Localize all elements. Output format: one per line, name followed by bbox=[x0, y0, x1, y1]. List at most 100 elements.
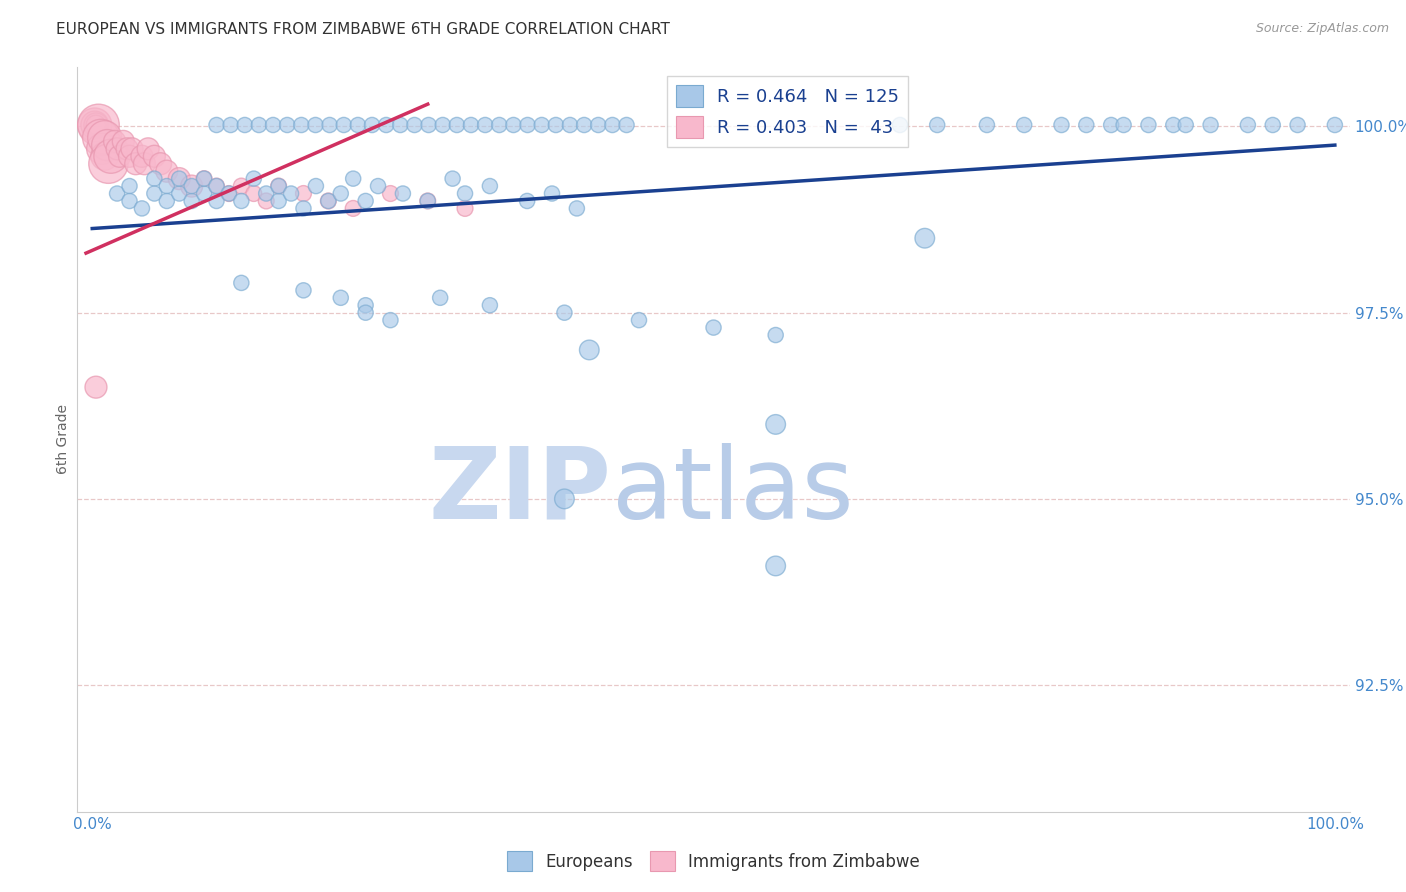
Point bbox=[156, 194, 179, 208]
Point bbox=[318, 118, 340, 132]
Point bbox=[100, 149, 122, 163]
Point bbox=[429, 291, 451, 305]
Point bbox=[218, 186, 240, 201]
Point bbox=[262, 118, 284, 132]
Point bbox=[1112, 118, 1135, 132]
Point bbox=[565, 202, 588, 216]
Point bbox=[105, 142, 128, 156]
Point bbox=[1174, 118, 1197, 132]
Point bbox=[460, 118, 482, 132]
Point bbox=[1237, 118, 1260, 132]
Point bbox=[432, 118, 454, 132]
Point bbox=[1286, 118, 1309, 132]
Point bbox=[454, 202, 477, 216]
Point bbox=[389, 118, 412, 132]
Point bbox=[167, 171, 190, 186]
Point bbox=[143, 186, 166, 201]
Point bbox=[441, 171, 464, 186]
Point bbox=[1050, 118, 1073, 132]
Point bbox=[354, 194, 377, 208]
Point bbox=[318, 194, 340, 208]
Point bbox=[305, 179, 328, 194]
Point bbox=[105, 186, 128, 201]
Point bbox=[156, 179, 179, 194]
Point bbox=[193, 171, 215, 186]
Point bbox=[914, 231, 936, 245]
Point bbox=[1076, 118, 1098, 132]
Text: EUROPEAN VS IMMIGRANTS FROM ZIMBABWE 6TH GRADE CORRELATION CHART: EUROPEAN VS IMMIGRANTS FROM ZIMBABWE 6TH… bbox=[56, 22, 671, 37]
Point bbox=[354, 298, 377, 312]
Point bbox=[765, 328, 787, 343]
Point bbox=[149, 157, 172, 171]
Point bbox=[125, 157, 148, 171]
Point bbox=[1012, 118, 1035, 132]
Point bbox=[118, 179, 141, 194]
Point bbox=[304, 118, 326, 132]
Point bbox=[205, 118, 228, 132]
Point bbox=[143, 149, 166, 163]
Point bbox=[380, 313, 402, 327]
Point bbox=[131, 149, 153, 163]
Point bbox=[292, 284, 315, 298]
Point bbox=[342, 171, 364, 186]
Point bbox=[292, 202, 315, 216]
Point bbox=[84, 118, 107, 132]
Point bbox=[530, 118, 553, 132]
Point bbox=[332, 118, 354, 132]
Point bbox=[616, 118, 638, 132]
Point bbox=[267, 179, 290, 194]
Point bbox=[205, 179, 228, 194]
Point bbox=[83, 118, 105, 132]
Point bbox=[927, 118, 949, 132]
Point bbox=[180, 179, 202, 194]
Point bbox=[267, 194, 290, 208]
Point bbox=[134, 157, 156, 171]
Point bbox=[156, 164, 179, 178]
Y-axis label: 6th Grade: 6th Grade bbox=[56, 404, 70, 475]
Point bbox=[1137, 118, 1160, 132]
Point bbox=[167, 171, 190, 186]
Point bbox=[84, 118, 107, 132]
Point bbox=[488, 118, 510, 132]
Point bbox=[118, 149, 141, 163]
Point bbox=[889, 118, 911, 132]
Point bbox=[392, 186, 415, 201]
Point bbox=[242, 171, 264, 186]
Point bbox=[276, 118, 298, 132]
Point bbox=[558, 118, 581, 132]
Point bbox=[180, 179, 202, 194]
Point bbox=[553, 306, 575, 320]
Point bbox=[104, 134, 127, 148]
Point bbox=[446, 118, 468, 132]
Point bbox=[83, 118, 105, 132]
Point bbox=[572, 118, 595, 132]
Point bbox=[136, 142, 159, 156]
Point bbox=[416, 194, 439, 208]
Point bbox=[115, 142, 138, 156]
Point bbox=[478, 179, 501, 194]
Point bbox=[474, 118, 496, 132]
Point bbox=[318, 194, 340, 208]
Point bbox=[131, 202, 153, 216]
Point bbox=[218, 186, 240, 201]
Point bbox=[254, 194, 277, 208]
Point bbox=[765, 417, 787, 432]
Point bbox=[231, 179, 253, 194]
Point bbox=[205, 179, 228, 194]
Point bbox=[118, 194, 141, 208]
Point bbox=[602, 118, 624, 132]
Point bbox=[180, 194, 202, 208]
Point bbox=[361, 118, 384, 132]
Point bbox=[627, 313, 650, 327]
Point bbox=[553, 491, 575, 506]
Point bbox=[254, 186, 277, 201]
Point bbox=[290, 118, 312, 132]
Text: Source: ZipAtlas.com: Source: ZipAtlas.com bbox=[1256, 22, 1389, 36]
Point bbox=[329, 186, 352, 201]
Point bbox=[380, 186, 402, 201]
Point bbox=[108, 149, 131, 163]
Point bbox=[231, 194, 253, 208]
Point bbox=[375, 118, 398, 132]
Point bbox=[1163, 118, 1185, 132]
Point bbox=[1099, 118, 1122, 132]
